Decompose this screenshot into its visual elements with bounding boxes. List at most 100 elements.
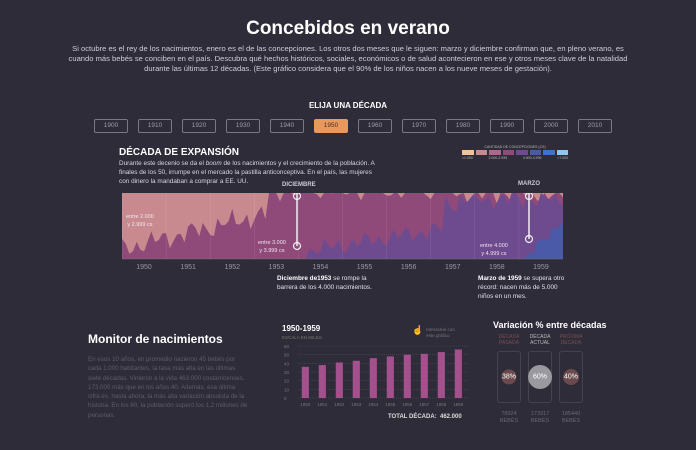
y-tick-label: 0 [284, 396, 287, 401]
bar-1957[interactable] [420, 353, 428, 398]
bar-1955[interactable] [386, 356, 394, 398]
band-label-line: entre 2.000 [126, 214, 154, 220]
band-label-2000: entre 2.000 y 2.999 cs [126, 213, 154, 229]
decade-button-1980[interactable]: 1980 [446, 119, 480, 133]
monitor-description: En esos 10 años, en promedio nacieron 45… [88, 356, 248, 419]
header-line: PASADA [499, 340, 519, 346]
bar-1951[interactable] [318, 365, 326, 398]
hand-pointer-icon: ☝ [412, 325, 424, 335]
hint-line: Interactúe con [426, 327, 455, 332]
decade-button-1950[interactable]: 1950 [314, 119, 348, 133]
legend-swatch [529, 150, 541, 155]
band-label-line: y 3.999 cs [259, 248, 285, 254]
y-tick-label: 20 [284, 379, 290, 384]
decade-picker-label: ELIJA UNA DÉCADA [308, 101, 388, 110]
x-tick-label: 1955 [385, 402, 396, 407]
count-unit: BEBÉS [530, 417, 550, 424]
year-tick-label: 1956 [401, 264, 417, 271]
variation-title: Variación % entre décadas [493, 320, 607, 330]
legend-max: >7.000 [557, 156, 568, 160]
bar-1959[interactable] [454, 349, 462, 398]
x-tick-label: 1958 [436, 402, 447, 407]
header-line: DÉCADA [560, 340, 582, 346]
header-line: ACTUAL [530, 340, 550, 346]
variation-circle [501, 369, 517, 385]
count-value: 185440 [561, 411, 581, 417]
bar-chart-title: 1950-1959 [282, 324, 321, 333]
legend-swatch [475, 150, 487, 155]
bar-1956[interactable] [403, 354, 411, 398]
variation-count: 173317 BEBÉS [527, 411, 553, 424]
decade-button-1990[interactable]: 1990 [490, 119, 524, 133]
decade-button-1960[interactable]: 1960 [358, 119, 392, 133]
x-tick-label: 1954 [368, 402, 379, 407]
marker-handle-top [292, 193, 302, 201]
marker-label-march: MARZO [518, 181, 540, 187]
total-value: 462.000 [440, 414, 462, 420]
decade-button-1900[interactable]: 1900 [94, 119, 128, 133]
variation-box: 60% [528, 351, 552, 403]
yearly-births-bar-chart[interactable]: 0 10 20 30 40 50 60 1950 1951 1952 1953 1954 1955 195… [280, 340, 470, 412]
count-value: 78924 [501, 411, 517, 417]
variation-column[interactable]: DÉCADA PASADA 38% 78924 BEBÉS [496, 334, 522, 424]
legend-swatch [462, 150, 474, 155]
marker-handle-top [524, 193, 534, 201]
desc-part: de los nacimientos y el crecimiento de l… [119, 160, 375, 185]
page-title: Concebidos en verano [246, 18, 450, 39]
decade-button-1970[interactable]: 1970 [402, 119, 436, 133]
bar-1958[interactable] [437, 352, 445, 398]
variation-header: DÉCADA ACTUAL [527, 334, 553, 348]
legend-mid2: 4.000-4.999 [522, 156, 542, 160]
variation-header: DÉCADA PASADA [496, 334, 522, 348]
legend-swatch [502, 150, 514, 155]
variation-percent: 38% [501, 373, 516, 381]
legend-title: CANTIDAD DE CONCEPCIONES (CS) [484, 145, 546, 149]
bar-1954[interactable] [369, 358, 377, 398]
decade-button-2010[interactable]: 2010 [578, 119, 612, 133]
x-tick-label: 1959 [453, 402, 464, 407]
legend-swatch [489, 150, 501, 155]
monthly-conceptions-area-chart[interactable]: 1950 1951 1952 1953 1954 1955 1956 1957 1958 1959 [122, 193, 563, 273]
count-value: 173317 [530, 411, 550, 417]
interact-hint: ☝ Interactúe con este gráfico [412, 325, 455, 339]
legend-swatch [543, 150, 555, 155]
hint-line: este gráfico [426, 333, 450, 338]
variation-circle [563, 369, 579, 385]
bar-1950[interactable] [301, 366, 309, 398]
decade-description: Durante este decenio se da el boom de lo… [119, 159, 379, 186]
variation-count: 78924 BEBÉS [496, 411, 522, 424]
legend-swatch [556, 150, 568, 155]
decade-title: DÉCADA DE EXPANSIÓN [119, 147, 240, 158]
variation-column[interactable]: DÉCADA ACTUAL 60% 173317 BEBÉS [527, 334, 553, 424]
total-label: TOTAL DÉCADA: [388, 414, 437, 420]
header-line: DÉCADA [529, 334, 551, 340]
variation-column[interactable]: PRÓXIMA DÉCADA 40% 185440 BEBÉS [558, 334, 584, 424]
variation-percent: 60% [532, 373, 547, 381]
x-tick-label: 1952 [334, 402, 345, 407]
count-unit: BEBÉS [561, 417, 581, 424]
x-tick-label: 1957 [419, 402, 430, 407]
y-tick-label: 10 [284, 387, 290, 392]
note-december-1953: Diciembre de1953 se rompe la barrera de … [277, 274, 372, 292]
count-unit: BEBÉS [499, 417, 519, 424]
year-tick-label: 1955 [357, 264, 373, 271]
decade-picker: 1900 1910 1920 1930 1940 1950 1960 1970 1980 1990… [94, 119, 612, 133]
desc-emphasis: boom [205, 160, 222, 167]
bar-1953[interactable] [352, 360, 360, 398]
decade-button-1940[interactable]: 1940 [270, 119, 304, 133]
legend-swatch [516, 150, 528, 155]
decade-button-1930[interactable]: 1930 [226, 119, 260, 133]
marker-label-december: DICIEMBRE [282, 182, 316, 188]
year-tick-label: 1951 [180, 264, 196, 271]
year-tick-label: 1958 [489, 264, 505, 271]
decade-button-1920[interactable]: 1920 [182, 119, 216, 133]
marker-handle-bottom [292, 241, 302, 251]
x-tick-label: 1956 [402, 402, 413, 407]
bar-1952[interactable] [335, 362, 343, 398]
decade-button-1910[interactable]: 1910 [138, 119, 172, 133]
decade-button-2000[interactable]: 2000 [534, 119, 568, 133]
year-tick-label: 1954 [313, 264, 329, 271]
legend-mid1: 2.000-2.999 [488, 156, 508, 160]
variation-percent: 40% [563, 373, 578, 381]
marker-handle-bottom [524, 234, 534, 244]
